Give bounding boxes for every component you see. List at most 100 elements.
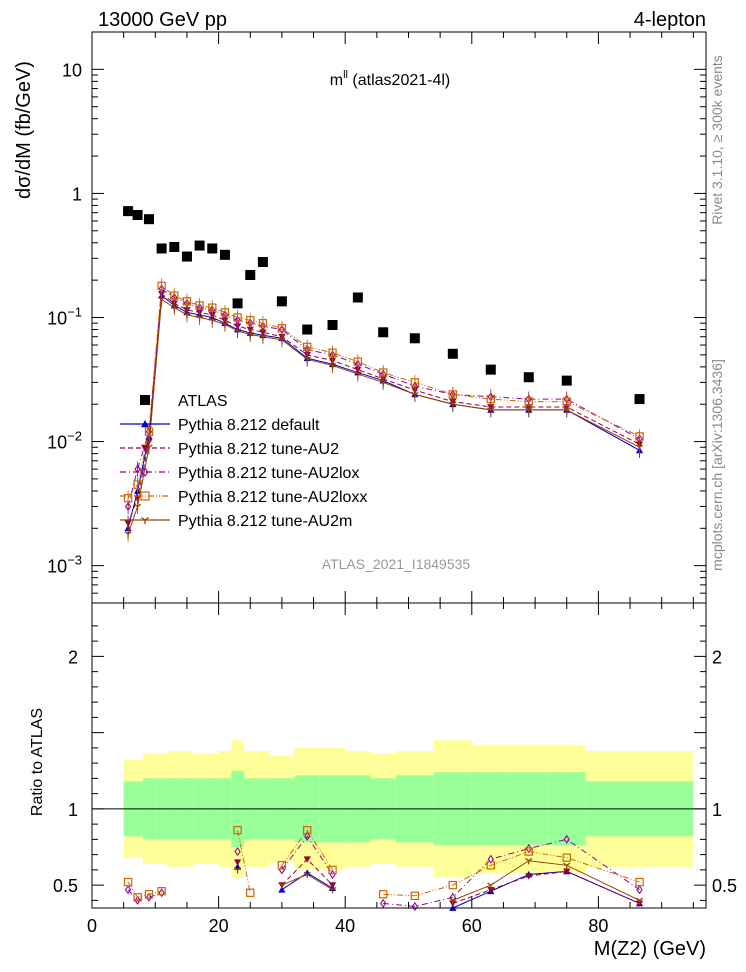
ratio-line bbox=[452, 860, 640, 901]
rivet-label: Rivet 3.1.10, ≥ 300k events bbox=[709, 55, 725, 225]
data-point bbox=[410, 378, 420, 387]
ratio-point bbox=[133, 893, 142, 902]
data-point bbox=[124, 531, 132, 538]
data-point bbox=[258, 318, 268, 328]
y-tick-label: 1 bbox=[72, 184, 82, 204]
data-point bbox=[183, 312, 191, 319]
data-point bbox=[246, 331, 254, 339]
data-point bbox=[411, 391, 419, 398]
atlas-point bbox=[523, 372, 534, 383]
ratio-point bbox=[134, 895, 141, 905]
y-tick-label: 10−1 bbox=[47, 305, 82, 329]
ratio-point bbox=[525, 843, 532, 854]
ratio-point bbox=[562, 853, 571, 862]
data-point bbox=[303, 342, 312, 352]
data-point bbox=[278, 337, 286, 344]
data-point bbox=[208, 317, 216, 324]
x-tick-label: 80 bbox=[588, 916, 608, 936]
ratio-point bbox=[563, 834, 570, 844]
atlas-point bbox=[276, 296, 287, 307]
atlas-point bbox=[327, 320, 338, 331]
data-point bbox=[379, 379, 387, 386]
header-left: 13000 GeV pp bbox=[98, 9, 227, 31]
chart-title: mll (atlas2021-4l) bbox=[330, 69, 451, 89]
x-axis-label: M(Z2) (GeV) bbox=[594, 938, 706, 960]
data-point bbox=[259, 334, 267, 341]
y-tick-label: 10−3 bbox=[47, 553, 82, 577]
data-point bbox=[195, 301, 204, 310]
ratio-tick-label-left: 0.5 bbox=[53, 876, 78, 896]
y-axis-label-bottom: Ratio to ATLAS bbox=[29, 708, 46, 816]
atlas-point bbox=[156, 243, 167, 254]
data-point bbox=[123, 493, 133, 503]
ratio-point bbox=[123, 877, 133, 887]
data-point bbox=[220, 308, 230, 317]
data-point bbox=[158, 296, 166, 303]
data-point bbox=[208, 303, 217, 312]
ratio-point bbox=[246, 888, 255, 897]
ratio-tick-label-left: 2 bbox=[68, 647, 78, 667]
mcplots-label: mcplots.cern.ch [arXiv:1306.3436] bbox=[709, 359, 725, 571]
y-tick-label: 10 bbox=[62, 60, 82, 80]
data-point bbox=[563, 407, 571, 414]
data-point bbox=[182, 297, 192, 306]
data-point bbox=[354, 371, 362, 378]
atlas-point bbox=[143, 214, 154, 225]
legend-label: ATLAS bbox=[178, 393, 228, 410]
atlas-point bbox=[219, 249, 230, 260]
ratio-point bbox=[448, 880, 458, 890]
legend-marker bbox=[140, 491, 150, 501]
ratio-point bbox=[157, 887, 166, 896]
ratio-point bbox=[277, 861, 287, 870]
data-point bbox=[124, 501, 132, 512]
ratio-plot: 0.5 0.5 1 1 2 2 bbox=[53, 602, 737, 912]
analysis-watermark: ATLAS_2021_I1849535 bbox=[322, 556, 471, 572]
ratio-point bbox=[563, 868, 571, 875]
x-tick-label: 20 bbox=[209, 916, 229, 936]
legend: ATLAS Pythia 8.212 default Pythia 8.212 tu… bbox=[120, 393, 367, 530]
ratio-point bbox=[524, 847, 533, 856]
ratio-line bbox=[281, 829, 333, 871]
mc-line bbox=[127, 292, 640, 524]
atlas-point bbox=[123, 206, 134, 217]
atlas-point bbox=[561, 375, 572, 386]
legend-marker bbox=[141, 420, 149, 428]
atlas-point bbox=[245, 270, 256, 281]
ratio-line bbox=[237, 830, 251, 893]
legend-marker bbox=[141, 467, 149, 477]
x-tick-label: 0 bbox=[87, 916, 97, 936]
ratio-line bbox=[127, 881, 162, 898]
ratio-point bbox=[635, 877, 644, 887]
legend-label: Pythia 8.212 tune-AU2lox bbox=[178, 465, 359, 482]
legend-marker bbox=[140, 395, 150, 405]
ratio-line bbox=[281, 858, 333, 886]
legend-label: Pythia 8.212 tune-AU2 bbox=[178, 441, 339, 458]
ratio-point bbox=[233, 826, 242, 835]
atlas-point bbox=[485, 364, 496, 375]
atlas-point bbox=[207, 243, 218, 254]
data-point bbox=[233, 313, 242, 322]
ratio-point bbox=[487, 854, 494, 864]
ratio-point bbox=[303, 826, 312, 835]
ratio-point bbox=[124, 885, 132, 895]
ratio-point bbox=[379, 898, 387, 908]
data-point bbox=[233, 328, 242, 335]
data-point bbox=[134, 464, 141, 474]
data-point bbox=[157, 281, 166, 291]
x-tick-label: 40 bbox=[335, 916, 355, 936]
ratio-point bbox=[486, 861, 495, 870]
data-point bbox=[487, 407, 495, 414]
data-point bbox=[144, 427, 154, 436]
atlas-point bbox=[257, 257, 268, 268]
header-right: 4-lepton bbox=[634, 9, 706, 31]
ratio-point bbox=[145, 892, 153, 902]
data-point bbox=[124, 520, 132, 527]
atlas-point bbox=[634, 394, 645, 405]
legend-marker bbox=[141, 517, 149, 524]
ratio-line bbox=[383, 851, 640, 897]
data-point bbox=[246, 316, 255, 325]
atlas-point bbox=[232, 298, 243, 309]
ratio-tick-label-right: 0.5 bbox=[712, 876, 737, 896]
atlas-point bbox=[378, 327, 389, 338]
data-point bbox=[133, 480, 142, 489]
